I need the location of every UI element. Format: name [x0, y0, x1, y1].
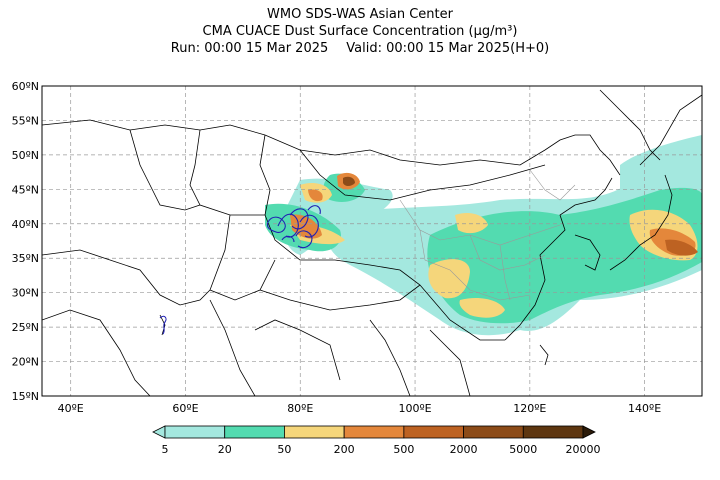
dust-field-low-east	[620, 135, 702, 205]
country-border	[209, 214, 276, 301]
colorbar-swatch	[522, 425, 584, 439]
country-border	[259, 284, 421, 311]
colorbar-tick-label: 5000	[509, 443, 537, 456]
coastline	[599, 89, 661, 161]
latitude-label: 35ºN	[12, 252, 39, 265]
coastline	[42, 309, 151, 396]
colorbar-tick-label: 20	[218, 443, 232, 456]
colorbar-swatch	[463, 425, 524, 439]
colorbar-swatch	[284, 425, 345, 439]
province-border	[419, 229, 531, 301]
emission-contour	[289, 208, 309, 230]
country-border	[259, 134, 505, 341]
run-valid-line: Run: 00:00 15 Mar 2025 Valid: 00:00 15 Ma…	[0, 40, 720, 57]
emission-contour	[295, 230, 313, 249]
longitude-labels: 40ºE 60ºE 80ºE 100ºE 120ºE 140ºE	[58, 402, 662, 415]
dust-field-brown-junggar	[343, 176, 355, 186]
map-gridlines	[42, 86, 702, 396]
colorbar-swatch	[343, 425, 405, 439]
latitude-label: 40ºN	[12, 218, 39, 231]
coastline	[429, 329, 471, 396]
province-border	[529, 169, 576, 201]
colorbar-swatch	[164, 425, 226, 439]
colorbar-tick-label: 200	[334, 443, 355, 456]
colorbar-tick-label: 5	[162, 443, 169, 456]
colorbar-swatches	[152, 425, 596, 439]
valid-label: Valid: 00:00 15 Mar 2025(H+0)	[346, 41, 550, 56]
province-borders	[399, 169, 576, 301]
latitude-label: 30ºN	[12, 287, 39, 300]
longitude-label: 60ºE	[172, 402, 198, 415]
longitude-label: 80ºE	[287, 402, 313, 415]
coastline	[639, 94, 702, 166]
colorbar-swatch	[403, 425, 464, 439]
colorbar-tick-label: 500	[393, 443, 414, 456]
colorbar-tick-label: 2000	[450, 443, 478, 456]
map-subtitle: CMA CUACE Dust Surface Concentration (μg…	[202, 24, 518, 39]
country-border	[299, 149, 546, 201]
province-border	[499, 244, 511, 301]
country-border	[189, 129, 265, 216]
colorbar-swatch	[224, 425, 285, 439]
latitude-label: 60ºN	[12, 80, 39, 93]
map-boundaries	[42, 89, 702, 396]
dust-field-yellow-north	[455, 213, 488, 234]
coastline	[369, 319, 411, 396]
latitude-label: 50ºN	[12, 149, 39, 162]
longitude-label: 120ºE	[513, 402, 546, 415]
dust-field-yellow-south	[459, 298, 505, 318]
latitude-label: 55ºN	[12, 114, 39, 127]
coastline	[159, 314, 166, 336]
emission-contour	[307, 205, 321, 215]
colorbar-tick-labels: 5 20 50 200 500 2000 5000 20000	[162, 443, 601, 456]
longitude-label: 100ºE	[398, 402, 431, 415]
emission-contours	[159, 205, 321, 335]
country-border	[42, 119, 621, 176]
map-title: WMO SDS-WAS Asian Center	[267, 7, 453, 22]
dust-field-yellow-sichuan	[428, 259, 470, 299]
coastline	[609, 174, 673, 271]
coastline	[539, 344, 549, 366]
map-title-block: WMO SDS-WAS Asian Center CMA CUACE Dust …	[0, 6, 720, 57]
map-frame	[41, 85, 703, 397]
latitude-label: 15ºN	[12, 390, 39, 403]
coastline	[209, 299, 256, 396]
longitude-label: 140ºE	[628, 402, 661, 415]
longitude-label: 40ºE	[58, 402, 84, 415]
province-border	[469, 234, 546, 271]
latitude-labels: 60ºN 55ºN 50ºN 45ºN 40ºN 35ºN 30ºN 25ºN 20ºN 15ºN	[12, 80, 39, 403]
emission-contour	[281, 235, 295, 243]
coastline	[574, 234, 601, 271]
run-label: Run: 00:00 15 Mar 2025	[170, 41, 329, 56]
dust-field-brown-japan	[665, 239, 698, 256]
colorbar-tick-label: 20000	[566, 443, 601, 456]
colorbar-tick-label: 50	[277, 443, 291, 456]
colorbar-extend-min	[152, 425, 166, 439]
coastline	[42, 249, 211, 306]
coastline	[504, 177, 613, 341]
coastline	[254, 319, 341, 381]
colorbar-extend-max	[582, 425, 596, 439]
latitude-label: 20ºN	[12, 356, 39, 369]
latitude-label: 45ºN	[12, 183, 39, 196]
latitude-label: 25ºN	[12, 321, 39, 334]
dust-fields	[265, 135, 702, 336]
emission-contour	[159, 315, 167, 335]
emission-contour	[266, 216, 286, 233]
country-border	[129, 129, 201, 211]
